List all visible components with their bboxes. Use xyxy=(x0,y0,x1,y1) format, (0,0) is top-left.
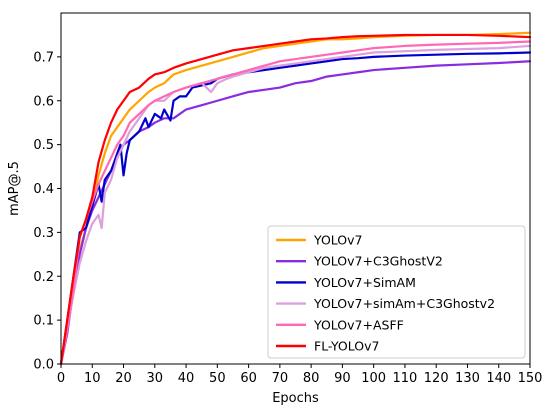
legend-label: YOLOv7+SimAM xyxy=(313,275,416,290)
series-line-1 xyxy=(59,31,532,366)
plot-area xyxy=(59,31,532,366)
x-tick-label: 120 xyxy=(424,371,449,386)
x-axis-label: Epochs xyxy=(272,391,319,406)
series-line-5 xyxy=(59,40,532,366)
x-tick-label: 50 xyxy=(209,371,226,386)
x-axis: 0 10 20 30 40 50 60 70 80 90 100 110 120 130 140 150 xyxy=(57,364,543,386)
x-tick-label: 80 xyxy=(303,371,320,386)
series-line-6 xyxy=(59,33,532,366)
x-tick-label: 20 xyxy=(115,371,132,386)
x-tick-label: 140 xyxy=(486,371,511,386)
x-tick-label: 150 xyxy=(518,371,543,386)
legend: YOLOv7 YOLOv7+C3GhostV2 YOLOv7+SimAM YOLOv7… xyxy=(267,225,526,359)
x-tick-label: 70 xyxy=(272,371,289,386)
x-tick-label: 40 xyxy=(178,371,195,386)
x-tick-label: 10 xyxy=(84,371,101,386)
legend-label: YOLOv7+ASFF xyxy=(313,317,404,332)
y-tick-label: 0.2 xyxy=(33,270,54,285)
y-axis: 0.0 0.1 0.2 0.3 0.4 0.5 0.6 0.7 xyxy=(33,50,61,373)
y-tick-label: 0.6 xyxy=(33,94,54,109)
x-tick-label: 0 xyxy=(57,371,65,386)
y-tick-label: 0.7 xyxy=(33,50,54,65)
y-tick-label: 0.0 xyxy=(33,358,54,373)
legend-box xyxy=(267,225,526,359)
y-tick-label: 0.3 xyxy=(33,226,54,241)
legend-label: YOLOv7 xyxy=(313,233,363,248)
x-tick-label: 100 xyxy=(361,371,386,386)
legend-label: FL-YOLOv7 xyxy=(314,339,379,354)
x-tick-label: 90 xyxy=(334,371,351,386)
x-tick-label: 110 xyxy=(393,371,418,386)
x-tick-label: 130 xyxy=(455,371,480,386)
legend-label: YOLOv7+simAm+C3Ghostv2 xyxy=(313,296,495,311)
x-tick-label: 60 xyxy=(240,371,257,386)
x-tick-label: 30 xyxy=(147,371,164,386)
y-tick-label: 0.5 xyxy=(33,138,54,153)
y-tick-label: 0.4 xyxy=(33,182,54,197)
y-axis-label: mAP@.5 xyxy=(7,161,22,216)
legend-label: YOLOv7+C3GhostV2 xyxy=(313,254,443,269)
y-tick-label: 0.1 xyxy=(33,314,54,329)
series-line-2 xyxy=(59,60,532,366)
series-line-3 xyxy=(59,51,532,366)
